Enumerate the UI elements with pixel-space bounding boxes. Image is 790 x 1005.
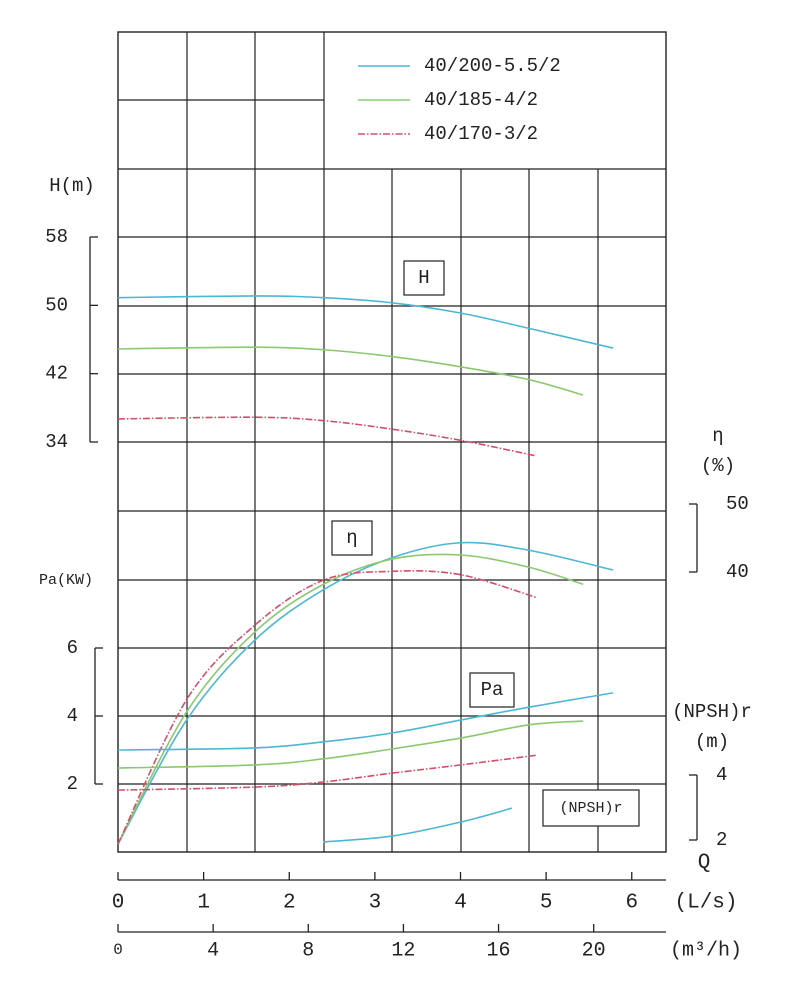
annotation-box: [469, 672, 515, 708]
y-tick-label: 40: [726, 561, 749, 583]
y-axis-label: H(m): [49, 175, 95, 197]
x2-tick-label: 12: [391, 939, 415, 962]
x2-tick-label: 8: [302, 939, 314, 962]
curve-annotation: Pa: [481, 679, 504, 701]
npsh-label-bg: [542, 789, 640, 827]
q-label: Q: [698, 852, 711, 875]
y-tick-label: 34: [45, 431, 68, 453]
curve: [117, 692, 614, 751]
y-tick-label: 4: [67, 705, 78, 727]
x-tick-label: 0: [112, 892, 125, 915]
x2-axis-label: (m³/h): [670, 939, 742, 962]
curve: [323, 807, 513, 843]
x-tick-label: 1: [197, 892, 210, 915]
curve-annotation: (NPSH)r: [559, 800, 622, 817]
y-axis-label: η: [712, 425, 723, 447]
y-tick-label: 2: [716, 829, 727, 851]
x2-tick-label: 4: [207, 939, 219, 962]
x-tick-label: 3: [369, 892, 382, 915]
y-axis-label: (NPSH)r: [672, 701, 752, 723]
y-axis-label: Pa(KW): [39, 572, 93, 589]
y-tick-label: 50: [45, 294, 68, 316]
annotation-box: [403, 260, 445, 296]
curve: [117, 570, 538, 845]
y-axis-label: (%): [701, 455, 735, 477]
x2-tick-label: 16: [487, 939, 511, 962]
curve: [117, 295, 614, 349]
x-tick-label: 6: [625, 892, 638, 915]
curve: [117, 754, 538, 791]
annotation-box: [331, 520, 373, 556]
curve: [117, 541, 614, 845]
y-tick-label: 42: [45, 363, 68, 385]
grid: [117, 31, 667, 853]
legend-label: 40/200-5.5/2: [424, 55, 561, 77]
curve-annotation: H: [418, 267, 429, 289]
legend-label: 40/185-4/2: [424, 89, 538, 111]
y-tick-label: 4: [716, 764, 727, 786]
curve: [117, 346, 584, 396]
curve: [117, 416, 536, 457]
x-tick-label: 4: [454, 892, 467, 915]
x-tick-label: 2: [283, 892, 296, 915]
y-tick-label: 58: [45, 226, 68, 248]
x-axis-label: (L/s): [674, 892, 737, 915]
x2-tick-label: 0: [113, 941, 123, 959]
x-tick-label: 5: [540, 892, 553, 915]
legend-label: 40/170-3/2: [424, 123, 538, 145]
y-tick-label: 2: [67, 773, 78, 795]
y-axis-label: (m): [695, 731, 729, 753]
curve: [117, 553, 584, 845]
curve: [117, 720, 583, 769]
y-tick-label: 50: [726, 493, 749, 515]
curve-annotation: η: [346, 527, 357, 549]
x2-tick-label: 20: [582, 939, 606, 962]
y-tick-label: 6: [67, 637, 78, 659]
